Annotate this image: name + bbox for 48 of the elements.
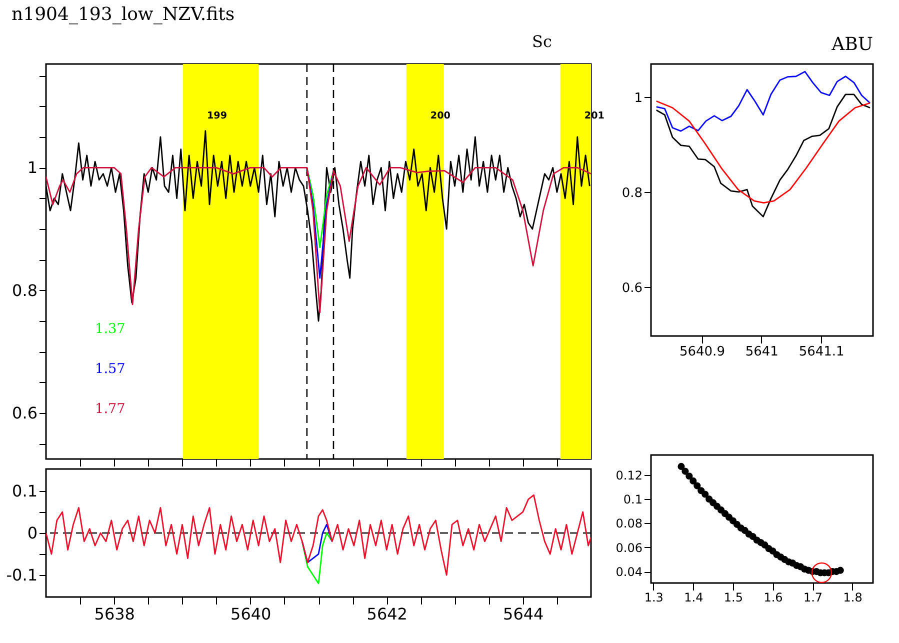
text: 1.77 — [95, 401, 126, 417]
y-tick-label: 1 — [634, 90, 642, 106]
x-tick-label: 5642 — [366, 604, 408, 624]
text: 1.57 — [95, 361, 126, 377]
line-series — [46, 494, 591, 576]
y-tick-label: 0.12 — [616, 468, 642, 482]
y-tick-label: 0.8 — [622, 186, 642, 201]
x-tick-label: 1.4 — [684, 590, 704, 604]
line-series — [46, 166, 591, 314]
chart-title: n1904_193_low_NZV.fits — [12, 4, 235, 25]
x-tick-label: 5641.1 — [798, 344, 844, 360]
point — [678, 462, 685, 470]
x-tick-label: 1.3 — [644, 590, 664, 604]
x-tick-label: 1.7 — [803, 590, 823, 604]
x-tick-label: 1.6 — [764, 590, 783, 604]
line-series — [656, 100, 871, 204]
line-series — [656, 70, 871, 132]
point — [694, 482, 701, 490]
text: Sc — [532, 32, 552, 51]
chart-title: ABU — [830, 34, 873, 55]
x-tick-label: 5640 — [230, 604, 272, 624]
y-tick-label: 0.6 — [12, 404, 38, 422]
point — [702, 490, 709, 498]
point — [836, 566, 844, 574]
point — [682, 468, 689, 475]
point — [690, 477, 697, 484]
x-tick-label: 5644 — [503, 604, 544, 624]
y-tick-label: 0.06 — [616, 540, 642, 555]
y-tick-label: 0.1 — [623, 492, 642, 507]
text: 1.37 — [95, 321, 126, 337]
y-tick-label: 0.6 — [622, 280, 642, 296]
x-tick-label: 1.5 — [724, 590, 744, 604]
line-series — [301, 532, 333, 584]
y-tick-label: 1 — [27, 158, 38, 178]
y-tick-label: 0.8 — [12, 280, 38, 300]
point — [686, 472, 693, 480]
x-tick-label: 5641 — [745, 344, 778, 360]
line-series — [656, 94, 871, 218]
y-tick-label: 0.04 — [616, 565, 642, 580]
x-tick-label: 5638 — [94, 604, 135, 624]
line-series — [306, 166, 334, 248]
x-tick-label: 1.8 — [843, 590, 862, 604]
band-label: 199 — [206, 110, 228, 122]
y-tick-label: 0.1 — [12, 481, 38, 500]
y-tick-label: -0.1 — [6, 566, 38, 585]
x-tick-label: 5640.9 — [679, 344, 725, 360]
y-tick-label: 0.08 — [616, 516, 642, 531]
y-tick-label: 0 — [27, 524, 38, 542]
